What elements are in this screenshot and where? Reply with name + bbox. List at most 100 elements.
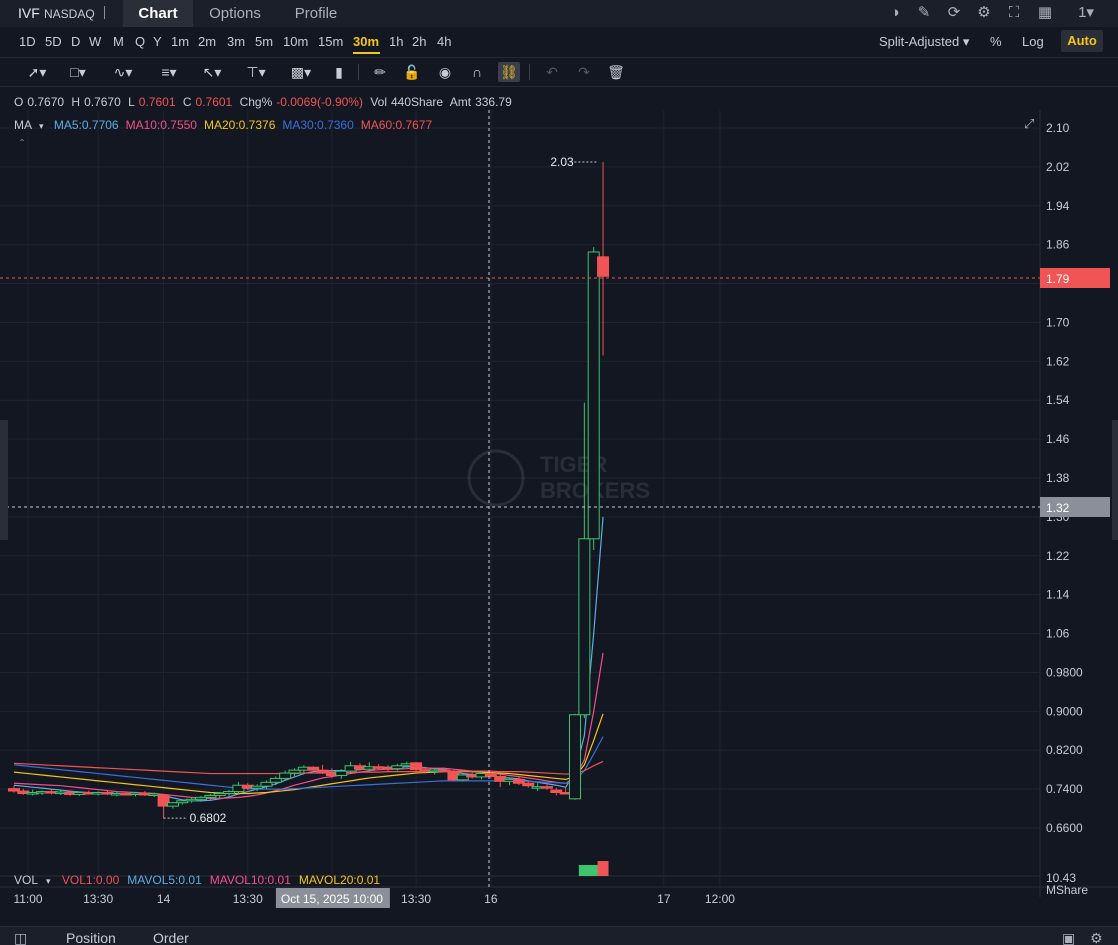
low-value: 0.7601 bbox=[138, 95, 176, 109]
vol-legend-label: VOL bbox=[14, 873, 39, 887]
timeframe-30m[interactable]: 30m bbox=[353, 34, 380, 49]
candle-body bbox=[550, 789, 563, 794]
layout-count-dropdown[interactable]: 1▾ bbox=[1078, 4, 1094, 21]
candle bbox=[512, 776, 525, 786]
refresh-icon[interactable]: ⟳ bbox=[947, 4, 961, 21]
gear-icon[interactable]: ⚙ bbox=[977, 4, 991, 21]
ma-legend-item: MA20:0.7376 bbox=[203, 118, 276, 132]
candle bbox=[597, 162, 610, 356]
candle-body bbox=[269, 777, 282, 783]
timeframe-5d[interactable]: 5D bbox=[45, 34, 62, 49]
volume-legend[interactable]: VOL ▾ VOL1:0.00 MAVOL5:0.01 MAVOL10:0.01 MAV… bbox=[14, 873, 396, 887]
pencil-edit-icon[interactable]: ✎ bbox=[917, 4, 931, 21]
tab-options[interactable]: Options bbox=[209, 5, 261, 22]
pattern-tool-icon[interactable]: ∿▾ bbox=[113, 64, 133, 80]
timeframe-5m[interactable]: 5m bbox=[255, 34, 274, 49]
vol-legend-item: MAVOL5:0.01 bbox=[127, 873, 202, 887]
settings-gear-icon[interactable]: ⚙ bbox=[1090, 930, 1103, 945]
magnet-icon[interactable]: ∩ bbox=[471, 64, 483, 80]
tab-profile[interactable]: Profile bbox=[294, 5, 338, 22]
fib-tool-icon[interactable]: ≡▾ bbox=[161, 64, 177, 80]
candle-body bbox=[157, 794, 170, 807]
exchange-label: NASDAQ bbox=[44, 7, 95, 21]
brush-icon[interactable]: ✏ bbox=[374, 64, 386, 80]
candle bbox=[204, 793, 217, 800]
auto-button[interactable]: Auto bbox=[1061, 30, 1103, 52]
timeframe-q[interactable]: Q bbox=[135, 34, 146, 49]
candle-body bbox=[8, 788, 20, 792]
change-value: -0.0069(-0.90%) bbox=[276, 95, 363, 109]
bottom-panel bbox=[0, 926, 1118, 945]
tab-order[interactable]: Order bbox=[153, 930, 189, 945]
timeframe-1d[interactable]: 1D bbox=[19, 34, 36, 49]
timeframe-2h[interactable]: 2h bbox=[412, 34, 427, 49]
crosshair-time-tag bbox=[275, 888, 390, 908]
candle-body bbox=[176, 800, 189, 804]
window-icon[interactable]: ▣ bbox=[1062, 930, 1076, 945]
y-tick-label: 2.10 bbox=[1046, 121, 1070, 135]
link-icon[interactable]: ⛓ bbox=[498, 62, 520, 82]
candle bbox=[391, 763, 404, 771]
timeframe-4h[interactable]: 4h bbox=[437, 34, 452, 49]
eye-icon[interactable]: ◉ bbox=[438, 64, 452, 80]
price-chart[interactable]: 2.102.021.941.861.701.621.541.461.381.30… bbox=[0, 110, 1118, 910]
candle-body bbox=[522, 782, 535, 787]
toolbar-separator bbox=[529, 64, 530, 80]
percent-button[interactable]: % bbox=[990, 34, 1002, 49]
timeframe-w[interactable]: W bbox=[89, 34, 102, 49]
active-timeframe-underline bbox=[353, 52, 380, 54]
candle bbox=[8, 785, 20, 793]
log-button[interactable]: Log bbox=[1022, 34, 1044, 49]
trendline-tool-icon[interactable]: ➚▾ bbox=[27, 64, 47, 80]
timeframe-1m[interactable]: 1m bbox=[171, 34, 190, 49]
tab-chart[interactable]: Chart bbox=[123, 0, 193, 27]
ma-line-ma60 bbox=[13, 760, 604, 775]
x-tick-label: 13:30 bbox=[401, 892, 431, 906]
timeframe-m[interactable]: M bbox=[113, 34, 124, 49]
timeframe-2m[interactable]: 2m bbox=[198, 34, 217, 49]
candle bbox=[195, 795, 207, 802]
collapse-chevron-up-icon[interactable]: ˆ bbox=[20, 137, 24, 151]
fullscreen-icon[interactable]: ⛶ bbox=[1008, 4, 1020, 21]
change-label: Chg% bbox=[239, 95, 273, 109]
timeframe-y[interactable]: Y bbox=[153, 34, 162, 49]
grid-layout-icon[interactable]: ▦ bbox=[1037, 4, 1053, 21]
ma-legend-item: MA5:0.7706 bbox=[53, 118, 119, 132]
candle-body bbox=[335, 770, 348, 776]
ma-legend[interactable]: MA ▾ MA5:0.7706 MA10:0.7550 MA20:0.7376 MA30… bbox=[14, 118, 446, 132]
volume-axis-value: 10.43 bbox=[1046, 871, 1076, 885]
ticker-symbol: IVF bbox=[18, 5, 40, 21]
rectangle-tool-icon[interactable]: □▾ bbox=[70, 64, 86, 80]
chevron-down-icon[interactable]: ▾ bbox=[39, 121, 44, 131]
trash-icon[interactable]: 🗑 bbox=[607, 64, 625, 80]
timeframe-d[interactable]: D bbox=[71, 34, 81, 49]
undo-icon[interactable]: ↶ bbox=[546, 64, 558, 80]
lock-icon[interactable]: 🔓 bbox=[403, 64, 421, 80]
candle-body bbox=[223, 791, 236, 794]
chevron-down-icon[interactable]: ▾ bbox=[46, 876, 51, 886]
chevron-down-icon: ▾ bbox=[962, 34, 970, 49]
candle-body bbox=[587, 251, 600, 540]
arrow-tool-icon[interactable]: ↖▾ bbox=[202, 64, 222, 80]
timeframe-1h[interactable]: 1h bbox=[389, 34, 404, 49]
timeframe-bar bbox=[0, 27, 1118, 57]
timeframe-10m[interactable]: 10m bbox=[283, 34, 309, 49]
redo-icon[interactable]: ↷ bbox=[578, 64, 590, 80]
bar-chart-icon[interactable]: ▮ bbox=[335, 64, 343, 80]
speedometer-icon[interactable]: ◑ bbox=[890, 4, 900, 21]
adjust-dropdown[interactable]: Split-Adjusted ▾ bbox=[879, 34, 969, 50]
close-label: C bbox=[182, 95, 192, 109]
expand-icon[interactable]: ⤢ bbox=[1024, 116, 1035, 131]
high-marker-label: 2.03 bbox=[550, 155, 574, 169]
low-marker-label: 0.6802 bbox=[190, 811, 227, 825]
text-tool-icon[interactable]: ⊤▾ bbox=[246, 64, 266, 80]
tab-position[interactable]: Position bbox=[66, 930, 116, 945]
timeframe-3m[interactable]: 3m bbox=[227, 34, 246, 49]
label-tool-icon[interactable]: ▩▾ bbox=[290, 64, 312, 80]
x-tick-label: 12:00 bbox=[705, 892, 735, 906]
panel-toggle-icon[interactable]: ◫ bbox=[14, 930, 28, 945]
timeframe-15m[interactable]: 15m bbox=[318, 34, 344, 49]
candle bbox=[540, 784, 553, 791]
candle bbox=[587, 247, 600, 550]
vol-legend-item: VOL1:0.00 bbox=[61, 873, 120, 887]
